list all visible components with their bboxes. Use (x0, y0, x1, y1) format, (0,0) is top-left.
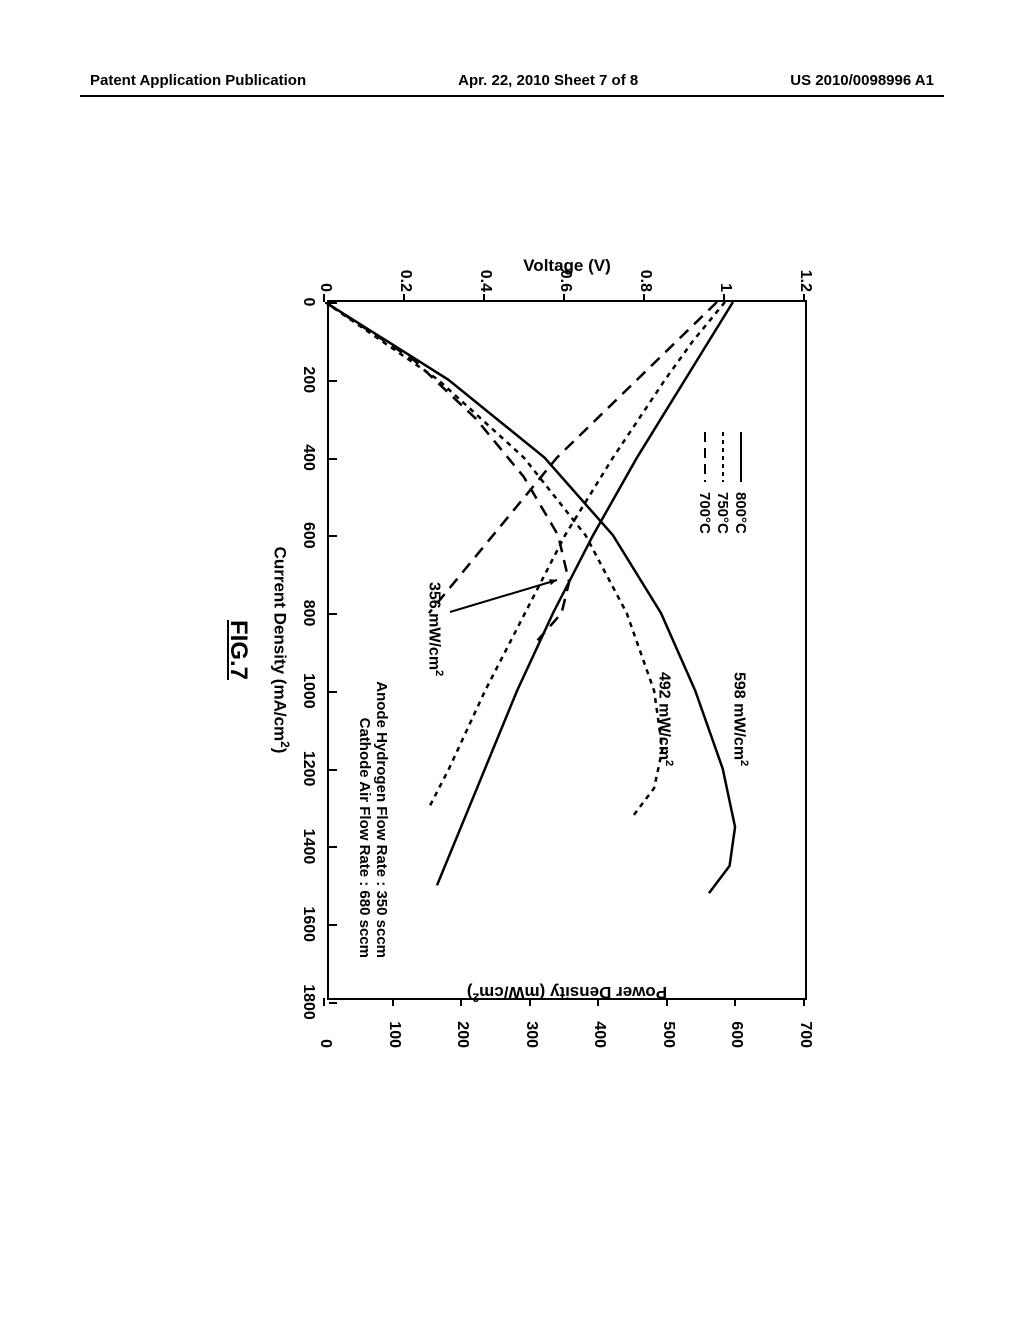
legend-swatch-long-dash (704, 432, 706, 482)
y-left-tick (643, 294, 645, 302)
y-left-tick-label: 0 (316, 252, 334, 292)
header-left: Patent Application Publication (90, 72, 306, 89)
x-tick-label: 1800 (299, 984, 317, 1020)
y-left-tick (563, 294, 565, 302)
peak-annotation-0: 598 mW/cm2 (730, 672, 750, 766)
x-tick (329, 380, 337, 382)
figure-label: FIG.7 (224, 620, 252, 680)
header-divider (80, 95, 944, 97)
y-right-tick (666, 998, 668, 1006)
plot-area: 800°C 750°C 700°C Anode Hydrogen Flow Ra… (327, 300, 807, 1000)
y-left-tick-label: 1.2 (796, 252, 814, 292)
y-right-tick-label: 700 (796, 1021, 814, 1048)
y-left-tick (723, 294, 725, 302)
figure-7: 800°C 750°C 700°C Anode Hydrogen Flow Ra… (187, 210, 837, 1110)
legend-label: 750°C (715, 492, 732, 534)
y-right-tick-label: 0 (316, 1039, 334, 1048)
arrow-head-icon (549, 579, 557, 585)
y-right-tick-label: 400 (590, 1021, 608, 1048)
y-left-tick-label: 0.4 (476, 252, 494, 292)
y-left-tick (403, 294, 405, 302)
x-tick-label: 600 (299, 522, 317, 549)
y-right-tick (323, 998, 325, 1006)
y-left-tick (803, 294, 805, 302)
y-right-tick-label: 600 (727, 1021, 745, 1048)
y-right-tick (803, 998, 805, 1006)
x-tick (329, 769, 337, 771)
y-right-tick-label: 100 (385, 1021, 403, 1048)
y-left-tick (323, 294, 325, 302)
legend-item-700c: 700°C (696, 432, 714, 534)
legend-label: 800°C (733, 492, 750, 534)
y-right-tick (460, 998, 462, 1006)
legend-swatch-solid (740, 432, 742, 482)
x-tick (329, 535, 337, 537)
x-tick-label: 800 (299, 600, 317, 627)
header-center: Apr. 22, 2010 Sheet 7 of 8 (458, 72, 638, 89)
y-left-tick-label: 1 (716, 252, 734, 292)
x-tick-label: 1600 (299, 906, 317, 942)
legend-item-800c: 800°C (732, 432, 750, 534)
y-right-tick (597, 998, 599, 1006)
y-left-tick-label: 0.8 (636, 252, 654, 292)
voltage-curve-800c (437, 302, 733, 885)
x-tick (329, 613, 337, 615)
y-axis-right-title: Power Density (mW/cm2) (467, 982, 667, 1005)
annotation-arrow (450, 580, 557, 612)
x-tick-label: 200 (299, 366, 317, 393)
x-tick (329, 302, 337, 304)
y-right-tick (392, 998, 394, 1006)
power-curve-700c (325, 302, 569, 640)
y-right-tick-label: 200 (453, 1021, 471, 1048)
y-right-tick-label: 300 (522, 1021, 540, 1048)
x-tick-label: 1200 (299, 751, 317, 787)
x-axis-title: Current Density (mA/cm2) (269, 547, 292, 754)
x-tick (329, 691, 337, 693)
legend: 800°C 750°C 700°C (696, 432, 750, 534)
y-left-tick (483, 294, 485, 302)
flow-rate-text: Anode Hydrogen Flow Rate : 350 sccmCatho… (356, 681, 390, 958)
legend-swatch-short-dash (722, 432, 724, 482)
y-left-tick-label: 0.2 (396, 252, 414, 292)
header-right: US 2010/0098996 A1 (790, 72, 934, 89)
y-right-tick-label: 500 (659, 1021, 677, 1048)
peak-annotation-1: 492 mW/cm2 (655, 672, 675, 766)
chart-container: 800°C 750°C 700°C Anode Hydrogen Flow Ra… (187, 210, 837, 1110)
x-tick-label: 1400 (299, 829, 317, 865)
x-tick (329, 924, 337, 926)
x-tick-label: 400 (299, 444, 317, 471)
peak-annotation-2: 356 mW/cm2 (425, 582, 445, 676)
x-tick (329, 458, 337, 460)
legend-label: 700°C (697, 492, 714, 534)
y-right-tick (734, 998, 736, 1006)
x-tick-label: 0 (299, 298, 317, 307)
x-tick (329, 846, 337, 848)
voltage-curve-700c (429, 302, 717, 613)
y-left-tick-label: 0.6 (556, 252, 574, 292)
x-tick-label: 1000 (299, 673, 317, 709)
x-tick (329, 1002, 337, 1004)
voltage-curve-750c (429, 302, 725, 808)
chart-curves (325, 302, 805, 1002)
y-right-tick (529, 998, 531, 1006)
legend-item-750c: 750°C (714, 432, 732, 534)
